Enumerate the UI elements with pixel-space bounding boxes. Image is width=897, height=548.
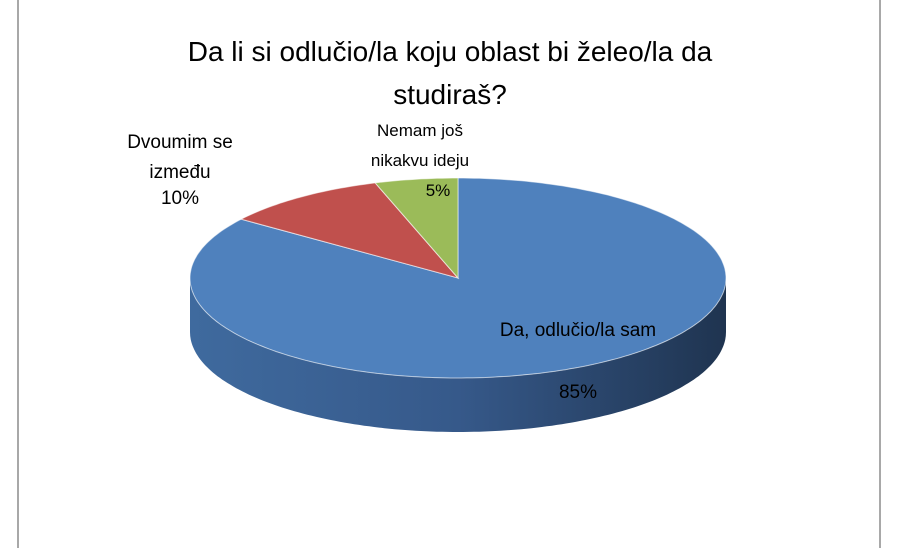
frame	[17, 0, 881, 548]
slice-label: Da, odlučio/la sam	[499, 320, 657, 341]
slice-value-label: 10%	[160, 188, 200, 209]
pie-slice	[239, 182, 460, 279]
slice-label: Dvoumim se između	[127, 132, 233, 183]
slice-value-label: 5%	[425, 181, 451, 200]
slice-value-label: 85%	[558, 382, 598, 403]
slice-label: Nemam još nikakvu ideju	[370, 121, 470, 170]
pie-slice	[374, 177, 459, 280]
pie-slice-side	[190, 278, 726, 432]
chart-title: Da li si odlučio/la koju oblast bi želeo…	[187, 36, 713, 110]
